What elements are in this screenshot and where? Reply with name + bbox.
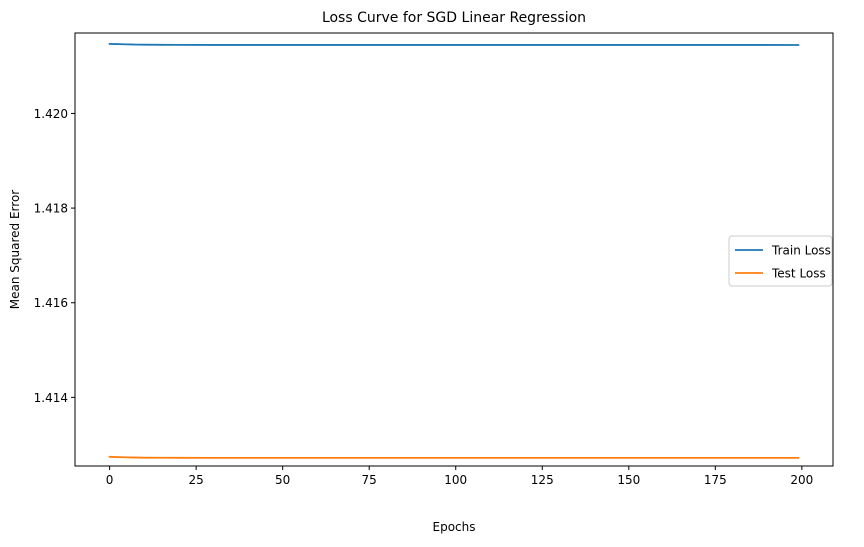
plot-frame <box>74 32 834 467</box>
x-tick-label: 50 <box>275 473 290 487</box>
x-tick-label: 75 <box>362 473 377 487</box>
x-axis-label: Epochs <box>433 520 476 534</box>
x-tick-label: 150 <box>617 473 640 487</box>
series-line-test-loss <box>108 455 800 459</box>
x-tick-label: 175 <box>704 473 727 487</box>
y-tick-label: 1.416 <box>34 296 68 310</box>
series-line-train-loss <box>108 42 800 46</box>
y-tick-label: 1.420 <box>34 107 68 121</box>
chart-title: Loss Curve for SGD Linear Regression <box>322 10 586 26</box>
legend-label-test-loss: Test Loss <box>771 267 826 281</box>
y-axis-label: Mean Squared Error <box>8 190 22 310</box>
series-layer <box>108 42 800 459</box>
legend-label-train-loss: Train Loss <box>771 244 831 258</box>
x-axis: 0 25 50 75 100 125 150 175 200 <box>106 466 813 487</box>
x-tick-label: 0 <box>106 473 114 487</box>
y-axis: 1.414 1.416 1.418 1.420 <box>34 107 75 405</box>
x-tick-label: 100 <box>444 473 467 487</box>
x-tick-label: 200 <box>790 473 813 487</box>
legend: Train Loss Test Loss <box>728 235 833 287</box>
y-tick-label: 1.418 <box>34 202 68 216</box>
x-tick-label: 125 <box>531 473 554 487</box>
x-tick-label: 25 <box>189 473 204 487</box>
y-tick-label: 1.414 <box>34 391 68 405</box>
